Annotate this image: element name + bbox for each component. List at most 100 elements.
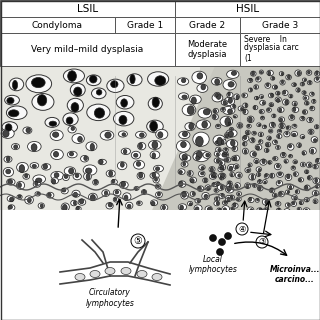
- Ellipse shape: [213, 108, 219, 113]
- Text: ④: ④: [238, 225, 246, 234]
- Ellipse shape: [201, 172, 204, 175]
- Ellipse shape: [279, 72, 284, 76]
- Ellipse shape: [67, 98, 84, 112]
- Ellipse shape: [53, 151, 59, 157]
- Ellipse shape: [23, 174, 30, 179]
- Ellipse shape: [255, 198, 259, 202]
- Ellipse shape: [249, 78, 252, 82]
- Ellipse shape: [179, 93, 188, 100]
- Ellipse shape: [148, 72, 169, 86]
- Ellipse shape: [139, 172, 143, 178]
- Ellipse shape: [304, 79, 306, 81]
- Ellipse shape: [69, 152, 74, 156]
- Ellipse shape: [280, 118, 283, 122]
- Ellipse shape: [250, 138, 255, 143]
- Ellipse shape: [232, 157, 235, 161]
- Ellipse shape: [135, 188, 137, 190]
- Ellipse shape: [233, 146, 236, 150]
- Ellipse shape: [224, 201, 227, 204]
- Ellipse shape: [254, 106, 256, 109]
- Ellipse shape: [216, 124, 221, 129]
- Ellipse shape: [243, 109, 248, 115]
- Ellipse shape: [311, 137, 318, 143]
- Ellipse shape: [276, 180, 283, 186]
- Ellipse shape: [190, 177, 196, 183]
- Ellipse shape: [273, 156, 278, 161]
- Ellipse shape: [273, 157, 276, 160]
- Ellipse shape: [8, 205, 15, 211]
- Ellipse shape: [279, 192, 282, 196]
- Ellipse shape: [121, 148, 131, 155]
- Ellipse shape: [106, 203, 113, 209]
- Ellipse shape: [124, 195, 128, 200]
- Ellipse shape: [72, 134, 84, 143]
- Ellipse shape: [264, 148, 269, 152]
- Ellipse shape: [260, 71, 262, 73]
- Ellipse shape: [248, 78, 253, 83]
- Ellipse shape: [237, 123, 243, 128]
- Ellipse shape: [134, 153, 138, 157]
- Text: Grade 3: Grade 3: [262, 20, 298, 29]
- Ellipse shape: [300, 116, 305, 121]
- Bar: [175, 17, 240, 33]
- Ellipse shape: [42, 164, 51, 170]
- Ellipse shape: [266, 149, 268, 152]
- Ellipse shape: [17, 163, 28, 172]
- Ellipse shape: [307, 176, 312, 180]
- Ellipse shape: [229, 127, 234, 131]
- Text: LSIL: LSIL: [77, 4, 98, 13]
- Ellipse shape: [236, 192, 242, 196]
- Text: Grade 2: Grade 2: [189, 20, 226, 29]
- Ellipse shape: [278, 181, 280, 184]
- Ellipse shape: [109, 171, 113, 176]
- Ellipse shape: [223, 106, 235, 115]
- Ellipse shape: [61, 203, 69, 211]
- Ellipse shape: [313, 164, 318, 169]
- Ellipse shape: [272, 85, 277, 89]
- Ellipse shape: [299, 144, 300, 148]
- Ellipse shape: [199, 165, 205, 170]
- Ellipse shape: [316, 71, 318, 75]
- Ellipse shape: [98, 159, 107, 165]
- Ellipse shape: [225, 134, 228, 138]
- Ellipse shape: [315, 185, 319, 188]
- Ellipse shape: [247, 116, 254, 123]
- Ellipse shape: [155, 76, 166, 85]
- Ellipse shape: [311, 149, 314, 153]
- Ellipse shape: [148, 97, 162, 110]
- Ellipse shape: [274, 164, 281, 170]
- Ellipse shape: [258, 132, 263, 137]
- Text: Microinva...
carcino...: Microinva... carcino...: [270, 265, 320, 284]
- Ellipse shape: [276, 208, 281, 212]
- Ellipse shape: [255, 160, 258, 163]
- Ellipse shape: [247, 207, 254, 213]
- Ellipse shape: [37, 192, 40, 195]
- Ellipse shape: [73, 201, 76, 205]
- Ellipse shape: [279, 123, 285, 129]
- Bar: [0, 66, 320, 215]
- Ellipse shape: [189, 203, 192, 206]
- Ellipse shape: [244, 109, 246, 113]
- Ellipse shape: [275, 140, 276, 143]
- Ellipse shape: [244, 149, 247, 154]
- Ellipse shape: [133, 160, 145, 169]
- Ellipse shape: [230, 128, 233, 131]
- Circle shape: [225, 233, 231, 239]
- Ellipse shape: [54, 173, 59, 178]
- Ellipse shape: [93, 180, 99, 185]
- Ellipse shape: [108, 203, 112, 207]
- Ellipse shape: [182, 95, 187, 99]
- Ellipse shape: [252, 138, 254, 142]
- Ellipse shape: [304, 197, 309, 202]
- Ellipse shape: [215, 93, 218, 97]
- Ellipse shape: [314, 77, 320, 82]
- Ellipse shape: [85, 168, 92, 173]
- Bar: [115, 17, 175, 33]
- Ellipse shape: [228, 164, 236, 171]
- Text: HSIL: HSIL: [236, 4, 259, 13]
- Ellipse shape: [183, 162, 186, 166]
- Ellipse shape: [219, 208, 220, 211]
- Ellipse shape: [302, 151, 306, 155]
- Ellipse shape: [217, 184, 224, 190]
- Ellipse shape: [99, 160, 103, 164]
